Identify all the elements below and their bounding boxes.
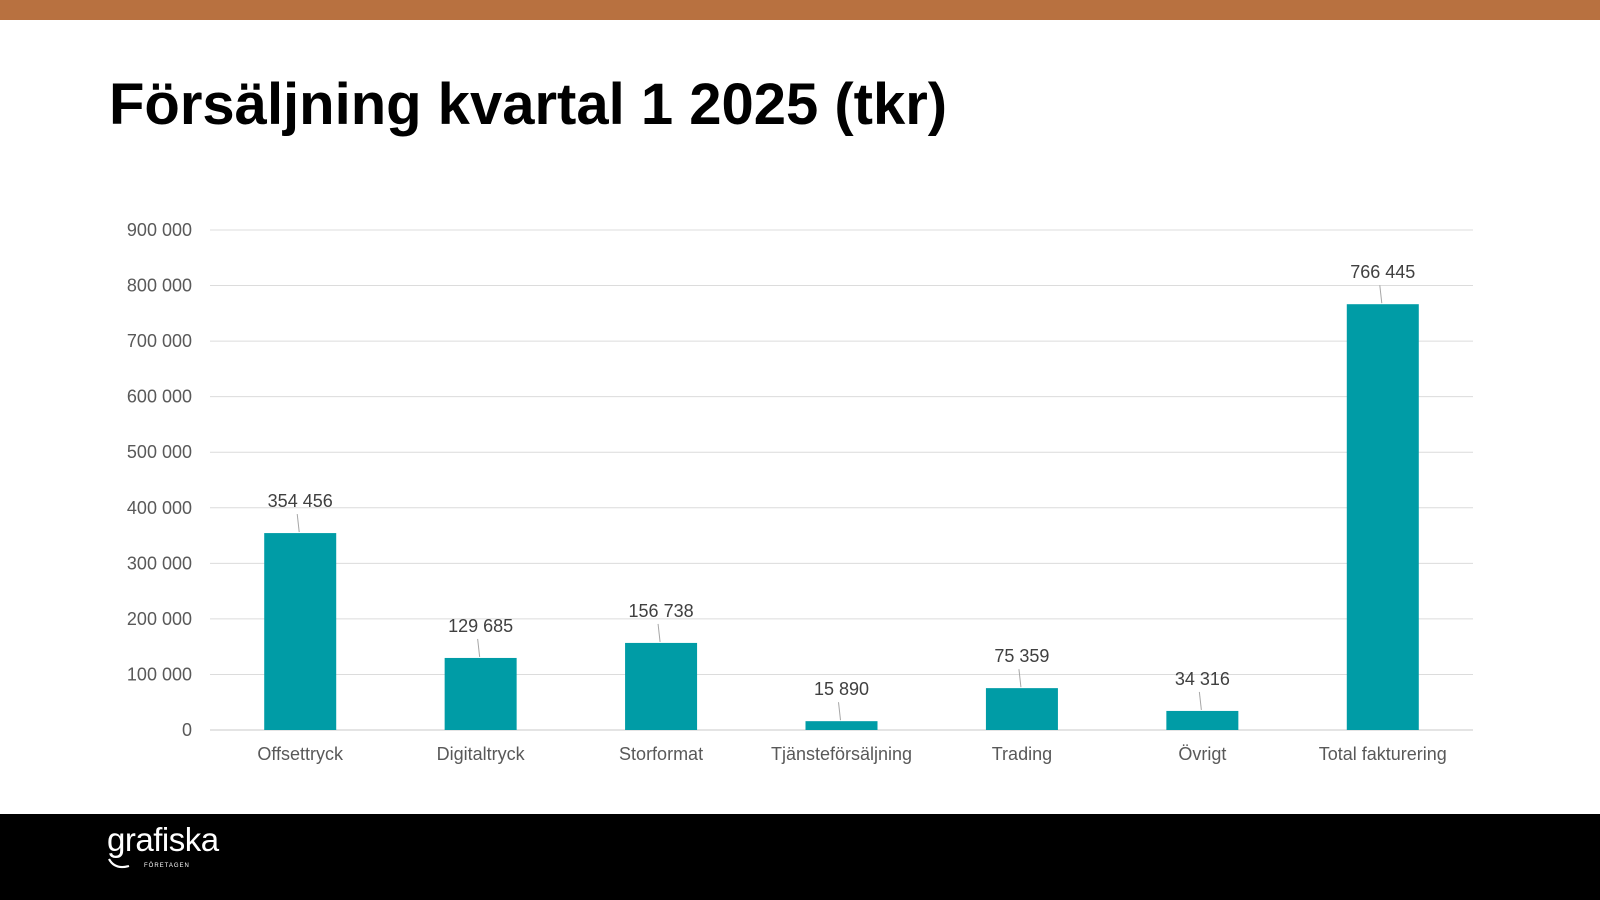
data-label: 354 456: [268, 491, 333, 511]
y-tick-label: 700 000: [127, 331, 192, 351]
x-tick-label: Trading: [992, 744, 1052, 764]
x-tick-label: Tjänsteförsäljning: [771, 744, 912, 764]
slide-title: Försäljning kvartal 1 2025 (tkr): [109, 72, 948, 137]
data-label-leader-line: [657, 623, 661, 642]
bar-chart: 0 100 000 200 000 300 000 400 000 500 000 600 …: [127, 220, 1473, 764]
x-tick-label: Storformat: [619, 744, 703, 764]
logo-mark-icon: [108, 858, 130, 869]
y-tick-label: 400 000: [127, 498, 192, 518]
top-accent-bar: [0, 0, 1600, 20]
x-tick-label: Total fakturering: [1319, 744, 1447, 764]
bar: [1166, 710, 1239, 730]
data-label: 75 359: [994, 646, 1049, 666]
data-label: 129 685: [448, 616, 513, 636]
bar: [264, 533, 337, 730]
y-tick-label: 0: [182, 720, 192, 740]
bar: [1346, 304, 1419, 730]
y-tick-label: 900 000: [127, 220, 192, 240]
data-label-leader-line: [296, 514, 300, 533]
y-tick-label: 300 000: [127, 553, 192, 573]
data-label-leader-line: [1018, 669, 1022, 688]
data-label-leader-line: [477, 638, 481, 658]
data-label-leader-line: [1379, 285, 1383, 304]
x-tick-label: Offsettryck: [257, 744, 344, 764]
x-tick-label: Övrigt: [1178, 744, 1226, 764]
data-label-leader-line: [1198, 691, 1202, 710]
logo-text: grafiska: [107, 821, 219, 858]
bar: [805, 721, 878, 730]
data-label: 156 738: [629, 601, 694, 621]
x-tick-label: Digitaltryck: [437, 744, 526, 764]
bar: [444, 657, 517, 730]
y-tick-label: 600 000: [127, 387, 192, 407]
data-label-leader-line: [838, 702, 841, 721]
bar: [985, 688, 1058, 730]
logo-subtext: FÖRETAGEN: [144, 863, 190, 869]
data-label: 766 445: [1350, 262, 1415, 282]
y-tick-label: 100 000: [127, 664, 192, 684]
y-tick-label: 500 000: [127, 442, 192, 462]
data-label: 15 890: [814, 679, 869, 699]
footer-bar: grafiska FÖRETAGEN: [0, 814, 1600, 900]
data-label: 34 316: [1175, 669, 1230, 689]
bar: [625, 642, 698, 730]
y-tick-label: 800 000: [127, 276, 192, 296]
y-tick-label: 200 000: [127, 609, 192, 629]
